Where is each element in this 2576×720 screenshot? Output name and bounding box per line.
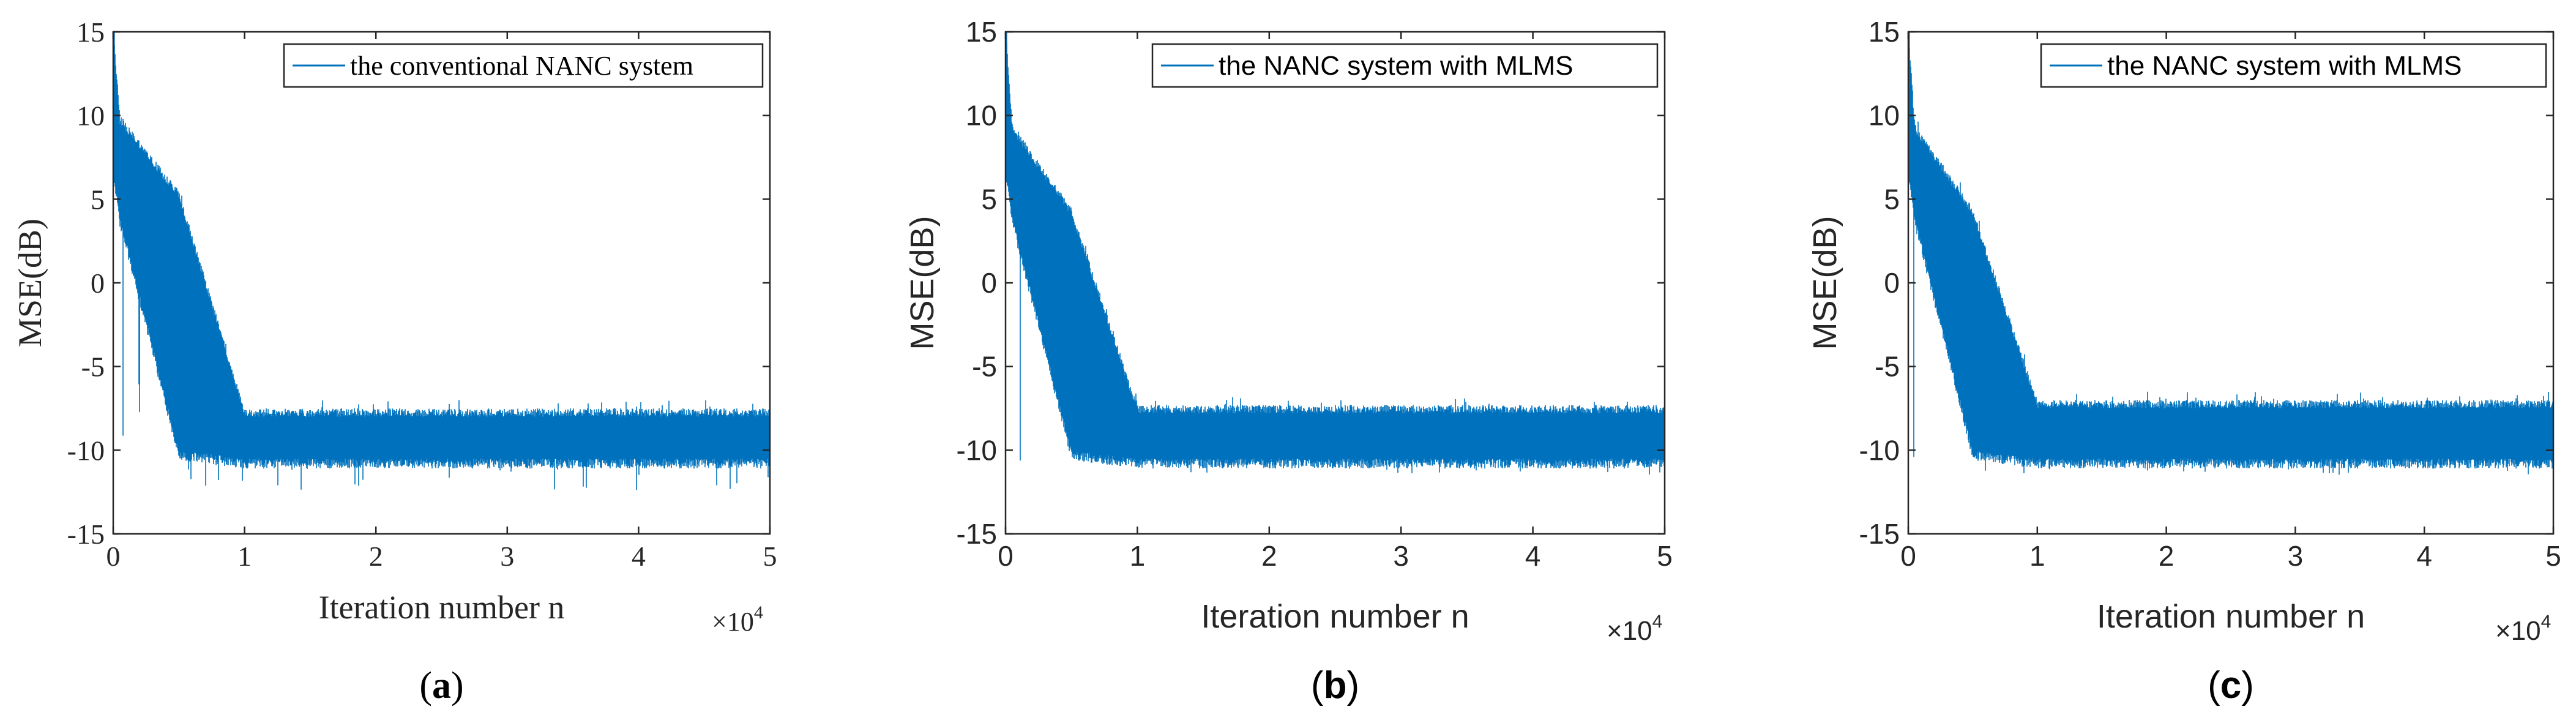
x-axis-multiplier: ×104	[1607, 612, 1662, 646]
y-tick-label: 10	[77, 100, 105, 132]
axis-ticks: 0 1 2 3 4 5 15 10 5 0 -5 -10 -15	[1859, 16, 2561, 572]
x-tick-label: 4	[1525, 540, 1541, 572]
y-axis-label: MSE(dB)	[904, 216, 941, 350]
legend-label: the NANC system with MLMS	[2107, 51, 2462, 81]
y-tick-label: -15	[67, 519, 105, 550]
y-tick-label: 5	[981, 183, 997, 215]
legend-box	[283, 43, 764, 88]
y-tick-label: 0	[981, 267, 997, 299]
x-axis-label: Iteration number n	[1201, 598, 1469, 635]
y-tick-label: -15	[1859, 518, 1900, 550]
x-tick-label: 1	[2029, 540, 2045, 572]
caption-open-paren: (	[2208, 664, 2220, 707]
multiplier-exponent: 4	[1652, 612, 1663, 632]
series-nanc-mlms	[1005, 32, 1665, 475]
legend-box	[2040, 43, 2547, 88]
caption: (c)	[2208, 664, 2254, 707]
y-tick-label: -5	[81, 351, 105, 383]
caption-close-paren: )	[451, 665, 464, 707]
y-tick-label: 10	[1869, 100, 1900, 132]
x-tick-label: 3	[500, 541, 514, 572]
mse-trace	[1005, 32, 1665, 475]
legend-label: the conventional NANC system	[350, 51, 693, 81]
x-tick-label: 3	[2288, 540, 2304, 572]
y-tick-label: 5	[1884, 183, 1900, 215]
x-tick-label: 3	[1393, 540, 1409, 572]
y-tick-label: 0	[1884, 267, 1900, 299]
series-nanc-mlms	[1908, 32, 2554, 475]
legend: the NANC system with MLMS	[2040, 43, 2547, 88]
x-tick-label: 1	[1130, 540, 1146, 572]
x-tick-label: 4	[2416, 540, 2432, 572]
x-axis-label: Iteration number n	[2097, 598, 2365, 635]
x-tick-label: 5	[2545, 540, 2561, 572]
caption-close-paren: )	[1346, 664, 1359, 707]
y-tick-label: -10	[1859, 434, 1900, 466]
x-tick-label: 2	[2159, 540, 2175, 572]
x-tick-label: 1	[237, 541, 252, 572]
caption: (b)	[1311, 664, 1359, 707]
x-tick-label: 2	[1261, 540, 1277, 572]
multiplier-base: ×10	[712, 607, 754, 637]
mse-trace	[113, 32, 771, 490]
caption-close-paren: )	[2241, 664, 2254, 707]
legend-label: the NANC system with MLMS	[1219, 51, 1573, 81]
caption-open-paren: (	[1311, 664, 1324, 707]
mse-trace	[1908, 32, 2554, 475]
y-tick-label: -10	[67, 435, 105, 466]
caption-letter: c	[2220, 664, 2241, 707]
x-tick-label: 0	[1900, 540, 1916, 572]
y-tick-label: -15	[957, 518, 997, 550]
y-axis-label: MSE(dB)	[12, 219, 48, 347]
multiplier-exponent: 4	[2541, 612, 2552, 632]
y-tick-label: 15	[77, 17, 105, 48]
y-tick-label: 15	[966, 16, 997, 48]
y-tick-label: 15	[1869, 16, 1900, 48]
x-tick-label: 4	[632, 541, 646, 572]
series-conventional-nanc	[113, 32, 771, 490]
y-tick-label: 5	[91, 184, 105, 215]
panel-c: 0 1 2 3 4 5 15 10 5 0 -5 -10 -15 the NANC system wit…	[1807, 16, 2561, 707]
x-axis-multiplier: ×104	[712, 602, 763, 637]
x-axis-multiplier: ×104	[2495, 612, 2551, 646]
x-tick-label: 0	[998, 540, 1014, 572]
multiplier-exponent: 4	[754, 602, 763, 623]
panel-a: 0 1 2 3 4 5 15 10 5 0 -5 -10 -15 the conventional NA…	[12, 17, 777, 707]
caption: (a)	[419, 665, 463, 707]
axis-ticks: 0 1 2 3 4 5 15 10 5 0 -5 -10 -15	[957, 16, 1673, 572]
caption-letter: b	[1324, 664, 1347, 707]
legend: the conventional NANC system	[283, 43, 764, 88]
y-tick-label: -10	[957, 434, 997, 466]
y-axis-label: MSE(dB)	[1807, 216, 1843, 350]
caption-letter: a	[432, 665, 451, 707]
x-tick-label: 2	[369, 541, 383, 572]
x-tick-label: 5	[763, 541, 777, 572]
panel-b: 0 1 2 3 4 5 15 10 5 0 -5 -10 -15 the NANC system wit…	[904, 16, 1673, 707]
axis-ticks: 0 1 2 3 4 5 15 10 5 0 -5 -10 -15	[67, 17, 777, 572]
y-tick-label: -5	[1875, 351, 1900, 383]
y-tick-label: 0	[91, 268, 105, 299]
legend-box	[1151, 43, 1659, 88]
caption-open-paren: (	[419, 665, 432, 707]
multiplier-base: ×10	[2495, 616, 2541, 646]
y-tick-label: 10	[966, 100, 997, 132]
y-tick-label: -5	[972, 351, 997, 383]
x-tick-label: 5	[1657, 540, 1673, 572]
x-tick-label: 0	[106, 541, 121, 572]
legend: the NANC system with MLMS	[1151, 43, 1659, 88]
multiplier-base: ×10	[1607, 616, 1652, 646]
x-axis-label: Iteration number n	[319, 589, 565, 626]
